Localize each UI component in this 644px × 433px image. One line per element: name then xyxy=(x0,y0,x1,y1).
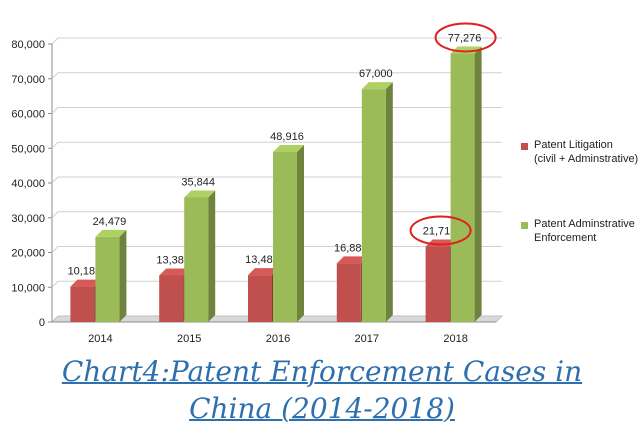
bar xyxy=(336,263,361,322)
gridline xyxy=(51,211,502,219)
bar-top xyxy=(273,145,304,153)
legend-label-litigation-line2: (civil + Adminstrative) xyxy=(534,153,639,165)
bar xyxy=(159,275,184,322)
bar-side xyxy=(208,190,216,322)
bar-top xyxy=(95,229,127,237)
data-label: 24,479 xyxy=(93,216,127,228)
x-tick-label: 2014 xyxy=(88,333,112,345)
bar-side xyxy=(297,145,304,322)
bar-side xyxy=(385,82,393,322)
bar-top xyxy=(248,268,279,276)
legend-swatch-litigation xyxy=(521,143,528,150)
bar xyxy=(425,246,450,322)
legend-label-administrative-line1: Patent Adminstrative xyxy=(534,218,635,230)
data-label: 10,187 xyxy=(68,266,102,278)
x-tick-label: 2018 xyxy=(443,333,467,345)
data-label: 13,382 xyxy=(156,254,190,266)
bar-top xyxy=(336,256,368,264)
bar-top xyxy=(361,82,393,90)
legend-swatch-administrative xyxy=(521,222,528,229)
bar-side xyxy=(474,46,482,322)
gridline xyxy=(51,37,502,45)
legend-label-administrative-line2: Enforcement xyxy=(534,232,597,244)
bar-top xyxy=(70,279,102,287)
y-tick-label: 60,000 xyxy=(11,109,45,121)
y-tick-label: 10,000 xyxy=(11,282,45,294)
y-tick-label: 20,000 xyxy=(11,248,45,260)
gridline xyxy=(51,176,502,184)
gridline xyxy=(51,72,502,80)
legend-label-litigation-line1: Patent Litigation xyxy=(534,139,613,151)
gridline xyxy=(51,107,502,114)
y-tick-label: 50,000 xyxy=(11,143,45,155)
bar xyxy=(450,53,475,322)
bar xyxy=(361,89,386,322)
data-label: 48,916 xyxy=(270,131,304,143)
bar-top xyxy=(184,190,216,198)
data-label: 77,276 xyxy=(448,32,482,44)
x-tick-label: 2015 xyxy=(177,333,201,345)
data-label: 16,882 xyxy=(334,242,368,254)
chart-caption-line1: Chart4:Patent Enforcement Cases in xyxy=(61,355,583,388)
bar xyxy=(70,286,95,322)
data-label: 13,480 xyxy=(245,254,279,266)
bar-chart: 0 10,000 20,000 30,000 40,000 50,000 60,000 70,… xyxy=(11,22,504,345)
bar xyxy=(273,152,297,322)
x-tick-label: 2017 xyxy=(355,333,379,345)
gridline xyxy=(51,246,502,253)
bar-side xyxy=(119,229,127,322)
gridline xyxy=(51,141,502,149)
highlight-ellipse xyxy=(434,22,497,53)
highlight-ellipse xyxy=(409,215,472,246)
chart-caption-line2: China (2014-2018) xyxy=(189,392,455,425)
bar xyxy=(248,275,272,322)
y-tick-label: 70,000 xyxy=(11,74,45,86)
x-tick-label: 2016 xyxy=(266,333,290,345)
bar xyxy=(184,197,209,322)
bar xyxy=(95,236,120,322)
data-label: 35,844 xyxy=(181,176,215,188)
y-tick-label: 0 xyxy=(39,317,45,329)
y-tick-label: 40,000 xyxy=(11,178,45,190)
data-label: 67,000 xyxy=(359,68,393,80)
y-tick-label: 30,000 xyxy=(11,213,45,225)
y-tick-label: 80,000 xyxy=(11,39,45,51)
legend-item-litigation: Patent Litigation (civil + Adminstrative… xyxy=(521,138,638,166)
bar-top xyxy=(159,268,191,276)
legend-item-administrative: Patent Adminstrative Enforcement xyxy=(521,217,635,245)
data-label: 21,714 xyxy=(423,226,457,238)
